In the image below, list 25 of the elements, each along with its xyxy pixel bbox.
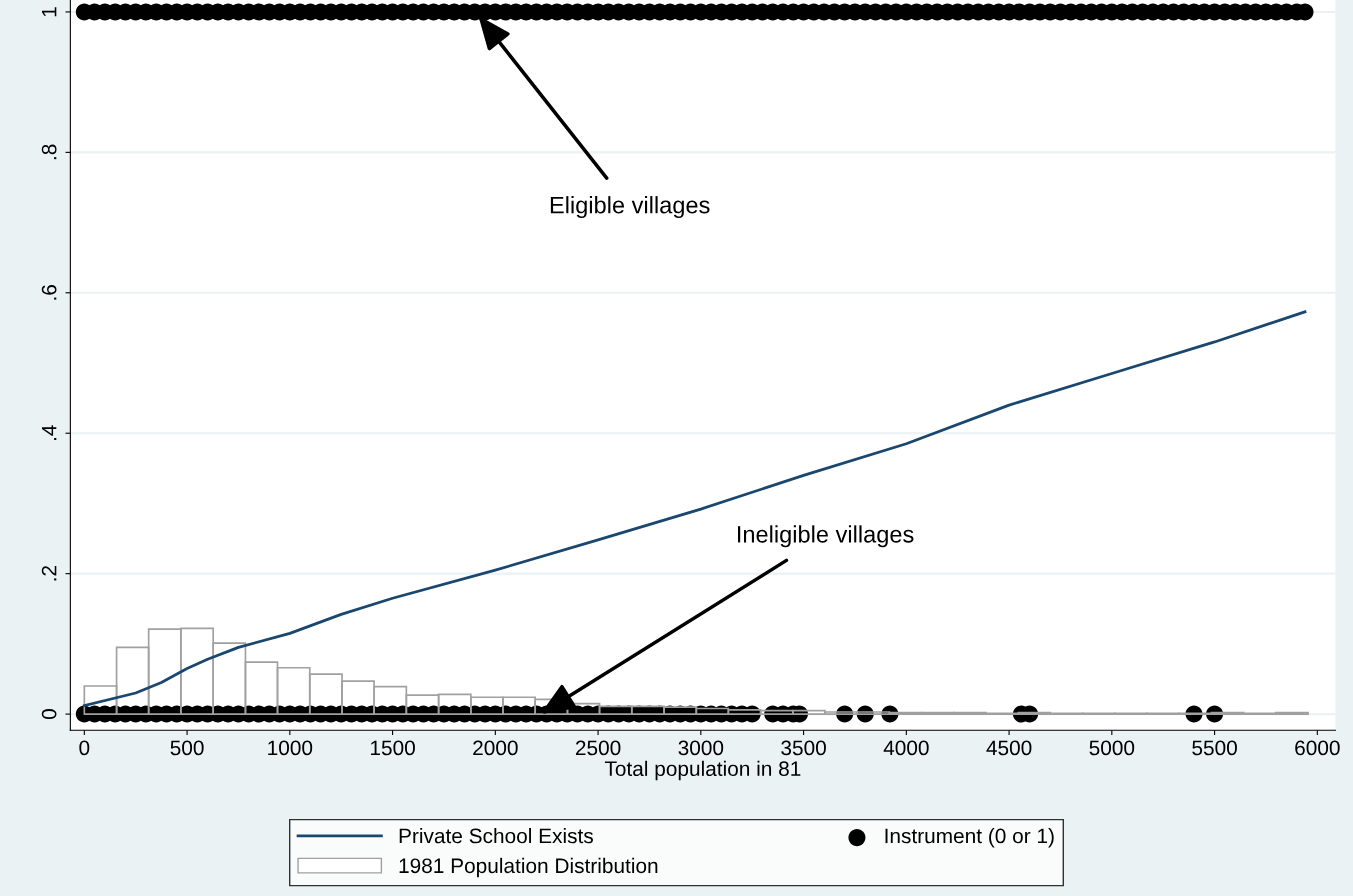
x-tick-label: 3500 (781, 740, 826, 756)
x-tick-label: 1000 (268, 740, 313, 756)
x-tick-label: 4500 (986, 740, 1032, 756)
legend-label: 1981 Population Distribution (399, 857, 658, 878)
annotation: Eligible villages (550, 196, 710, 219)
x-tick-label: 0 (79, 740, 90, 756)
x-tick-label: 4000 (883, 740, 929, 756)
x-tick-label: 3000 (678, 740, 724, 756)
x-tick-label: 2500 (575, 740, 621, 756)
x-tick-label: 5000 (1089, 740, 1135, 756)
x-tick-label: 2000 (473, 740, 518, 756)
y-tick-label: .2 (41, 566, 57, 581)
x-tick-label: 500 (170, 740, 204, 756)
x-axis-title: Total population in 81 (604, 760, 801, 781)
legend-label: Private School Exists (399, 827, 593, 844)
y-tick-label: 1 (41, 7, 57, 17)
y-tick-label: .6 (41, 285, 57, 300)
x-tick-label: 1500 (371, 740, 415, 756)
y-tick-label: .4 (41, 425, 57, 441)
x-tick-label: 5500 (1192, 740, 1237, 756)
y-tick-label: 0 (41, 709, 57, 720)
legend-label: Instrument (0 or 1) (885, 827, 1054, 848)
x-tick-label: 6000 (1295, 740, 1340, 756)
annotation: Ineligible villages (737, 525, 914, 548)
y-tick-label: .8 (41, 144, 57, 160)
